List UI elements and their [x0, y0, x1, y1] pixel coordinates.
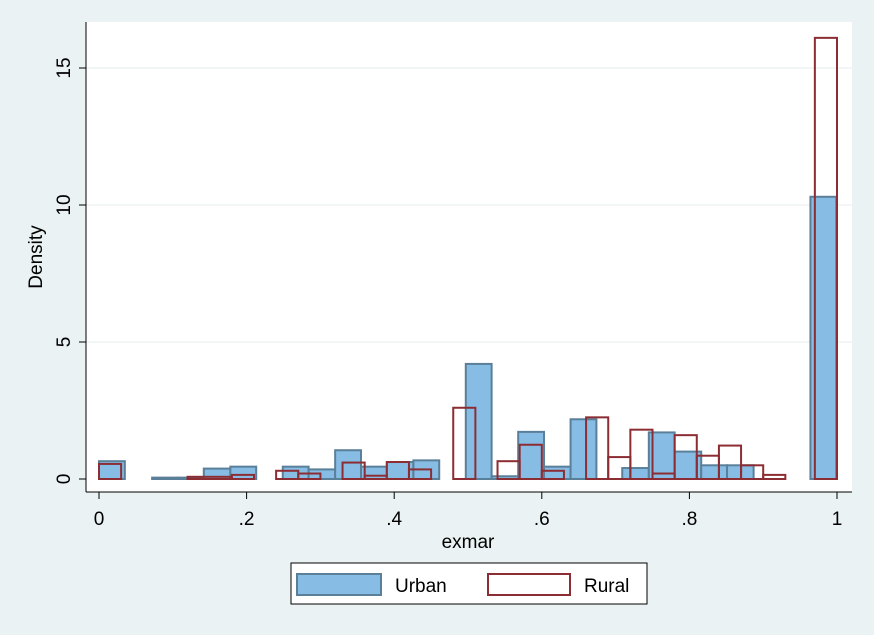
legend-label-urban: Urban: [395, 576, 447, 597]
x-ticks: 0 .2 .4 .6 .8 1: [94, 492, 843, 530]
y-axis-title: Density: [26, 225, 47, 289]
x-tick-label: .8: [681, 509, 697, 530]
rural-bar: [629, 428, 654, 480]
rural-bar: [341, 461, 366, 480]
rural-bar: [452, 406, 477, 481]
urban-bar: [569, 418, 598, 481]
rural-bar: [762, 473, 787, 481]
legend: Urban Rural: [290, 562, 648, 605]
rural-bar: [813, 36, 838, 481]
rural-bar: [740, 464, 765, 480]
x-tick-label: .4: [386, 509, 402, 530]
rural-bar: [717, 444, 743, 480]
urban-bar: [621, 467, 650, 481]
y-tick-label: 15: [54, 57, 75, 78]
y-ticks: 0 5 10 15: [54, 57, 86, 484]
legend-label-rural: Rural: [584, 576, 629, 597]
rural-bar: [585, 416, 610, 481]
urban-bar: [543, 465, 572, 481]
legend-swatch-rural: [487, 573, 571, 596]
urban-bar: [334, 449, 362, 481]
y-tick-label: 5: [54, 337, 75, 348]
urban-bar: [464, 362, 493, 481]
legend-box: [290, 562, 648, 605]
x-tick-label: 0: [94, 509, 105, 530]
rural-series: [98, 36, 838, 481]
urban-bar: [151, 476, 179, 481]
x-tick-label: .6: [534, 509, 550, 530]
y-tick-label: 0: [54, 474, 75, 485]
rural-bar: [98, 462, 123, 480]
urban-series: [98, 195, 838, 481]
grid-lines: [86, 67, 852, 343]
legend-swatch-urban: [296, 573, 382, 596]
y-tick-label: 10: [54, 194, 75, 215]
urban-bar: [517, 430, 546, 481]
x-tick-label: 1: [832, 509, 843, 530]
urban-bar: [229, 465, 258, 481]
x-tick-label: .2: [239, 509, 255, 530]
x-axis-title: exmar: [442, 532, 495, 553]
rural-bar: [540, 469, 565, 480]
rural-bar: [230, 473, 255, 481]
urban-bar: [700, 464, 729, 480]
rural-bar: [297, 472, 322, 480]
rural-bar: [407, 468, 433, 481]
rural-bar: [518, 443, 543, 480]
axes: [85, 22, 852, 493]
